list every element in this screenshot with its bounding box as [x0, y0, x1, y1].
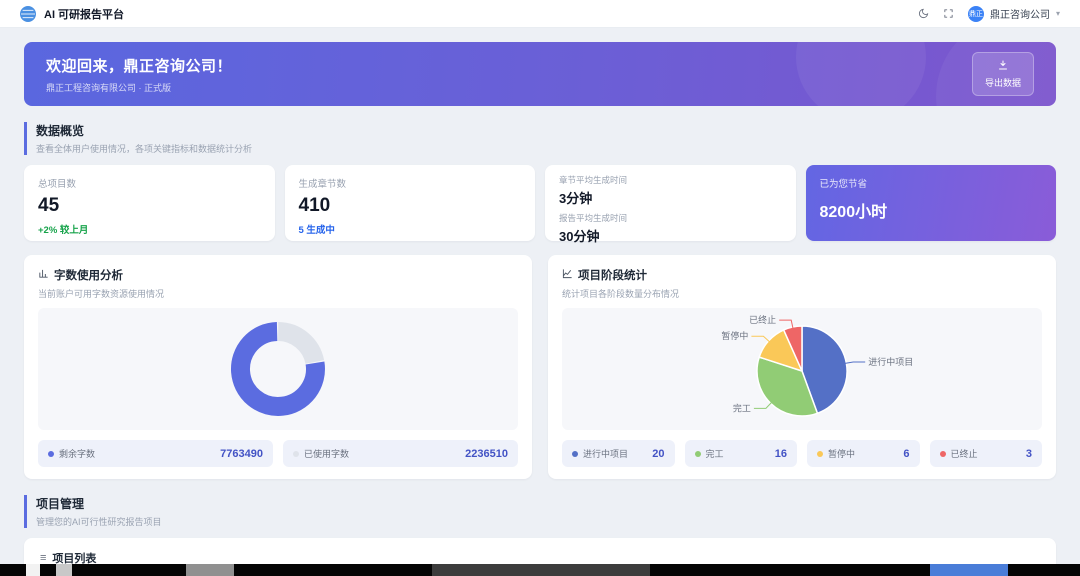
taskbar-item[interactable]: [56, 564, 72, 576]
legend-value: 20: [652, 447, 665, 460]
stat-card-generation-time: 章节平均生成时间 3分钟 报告平均生成时间 30分钟: [545, 165, 796, 244]
moon-icon[interactable]: [918, 8, 929, 19]
projects-title: 项目管理: [36, 497, 85, 511]
word-usage-title: 字数使用分析: [54, 270, 123, 282]
taskbar-item[interactable]: [26, 564, 40, 576]
taskbar: [0, 564, 1080, 576]
main-content: 欢迎回来，鼎正咨询公司！ 鼎正工程咨询有限公司 · 正式版 导出数据 数据概览 …: [0, 28, 1080, 576]
word-usage-card: 字数使用分析 当前账户可用字数资源使用情况 剩余字数 7763490 已使: [24, 255, 532, 479]
legend-dot: [572, 450, 578, 457]
project-list-title: 项目列表: [52, 553, 97, 565]
project-stage-title: 项目阶段统计: [578, 270, 647, 282]
trend-chart-icon: [562, 268, 573, 282]
legend-chip-remaining-words: 剩余字数 7763490: [38, 440, 273, 467]
project-stage-card: 项目阶段统计 统计项目各阶段数量分布情况 进行中项目 完工 暂停中 已终止 进行中项目…: [548, 255, 1056, 479]
svg-text:已终止: 已终止: [749, 314, 776, 325]
stat-label: 总项目数: [38, 179, 77, 190]
legend-dot: [694, 450, 701, 457]
stat-value: 3分钟: [559, 191, 593, 206]
welcome-banner: 欢迎回来，鼎正咨询公司！ 鼎正工程咨询有限公司 · 正式版 导出数据: [24, 42, 1056, 106]
legend-dot: [293, 450, 299, 457]
legend-value: 16: [774, 447, 787, 460]
stat-card-time-saved: 已为您节省 8200小时: [805, 165, 1056, 241]
word-usage-legend: 剩余字数 7763490 已使用字数 2236510: [38, 440, 518, 467]
welcome-subtitle: 鼎正工程咨询有限公司 · 正式版: [46, 82, 171, 93]
projects-section-header: 项目管理 管理您的AI可行性研究报告项目: [24, 495, 1056, 528]
download-icon: [997, 59, 1009, 73]
overview-title: 数据概览: [36, 124, 85, 138]
legend-chip-used-words: 已使用字数 2236510: [283, 440, 518, 467]
legend-value: 6: [903, 447, 910, 460]
stat-cards-row: 总项目数 45 +2% 较上月 生成章节数 410 5 生成中 章节平均生成时间…: [24, 165, 1056, 244]
stat-label: 报告平均生成时间: [559, 213, 628, 223]
export-data-button[interactable]: 导出数据: [971, 52, 1034, 96]
legend-value: 7763490: [220, 447, 263, 460]
pie-chart: 进行中项目完工 暂停中 已终止: [562, 308, 1042, 430]
stat-card-total-projects: 总项目数 45 +2% 较上月: [24, 165, 275, 241]
legend-label: 进行中项目: [583, 449, 629, 459]
app-title: AI 可研报告平台: [44, 8, 125, 21]
stat-value: 30分钟: [559, 229, 600, 244]
taskbar-item[interactable]: [432, 564, 650, 576]
bar-chart-icon: [38, 268, 49, 282]
projects-subtitle: 管理您的AI可行性研究报告项目: [36, 517, 162, 527]
charts-row: 字数使用分析 当前账户可用字数资源使用情况 剩余字数 7763490 已使: [24, 255, 1056, 479]
legend-label: 剩余字数: [59, 449, 96, 459]
stat-value: 45: [38, 195, 60, 216]
user-menu[interactable]: 鼎正 鼎正咨询公司 ▾: [967, 5, 1060, 22]
chevron-down-icon: ▾: [1055, 9, 1060, 18]
legend-chip-paused: 暂停中 6: [807, 440, 920, 467]
taskbar-item[interactable]: [930, 564, 1008, 576]
legend-dot: [48, 450, 54, 457]
stat-label: 已为您节省: [819, 179, 868, 190]
legend-value: 3: [1025, 447, 1032, 460]
stat-card-generated-chapters: 生成章节数 410 5 生成中: [284, 165, 535, 241]
donut-chart: [38, 308, 518, 430]
legend-label: 暂停中: [828, 449, 856, 459]
legend-value: 2236510: [465, 447, 508, 460]
legend-dot: [817, 450, 823, 457]
word-usage-subtitle: 当前账户可用字数资源使用情况: [38, 289, 165, 299]
svg-text:进行中项目: 进行中项目: [868, 356, 913, 367]
legend-label: 已使用字数: [304, 449, 350, 459]
overview-subtitle: 查看全体用户使用情况，各项关键指标和数据统计分析: [36, 144, 253, 154]
project-stage-subtitle: 统计项目各阶段数量分布情况: [562, 289, 680, 299]
overview-section-header: 数据概览 查看全体用户使用情况，各项关键指标和数据统计分析: [24, 122, 1056, 155]
taskbar-item[interactable]: [186, 564, 234, 576]
list-icon: ≡: [40, 552, 47, 564]
legend-chip-terminated: 已终止 3: [929, 440, 1042, 467]
avatar: 鼎正: [967, 5, 984, 22]
legend-chip-in-progress: 进行中项目 20: [562, 440, 675, 467]
logo-icon: [20, 5, 36, 22]
legend-chip-completed: 完工 16: [684, 440, 797, 467]
legend-dot: [939, 450, 946, 457]
stat-value: 8200小时: [819, 204, 888, 221]
legend-label: 完工: [705, 449, 724, 459]
stat-label: 章节平均生成时间: [559, 175, 628, 185]
export-data-label: 导出数据: [984, 78, 1021, 88]
stat-label: 生成章节数: [298, 179, 347, 190]
svg-text:暂停中: 暂停中: [721, 330, 748, 341]
top-navbar: AI 可研报告平台 鼎正 鼎正咨询公司 ▾: [0, 0, 1080, 28]
legend-label: 已终止: [950, 449, 978, 459]
username: 鼎正咨询公司: [989, 10, 1050, 21]
stat-trend: 5 生成中: [298, 225, 335, 236]
project-stage-legend: 进行中项目 20 完工 16 暂停中 6: [562, 440, 1042, 467]
svg-text:完工: 完工: [733, 402, 751, 413]
fullscreen-icon[interactable]: [943, 8, 954, 19]
welcome-title: 欢迎回来，鼎正咨询公司！: [46, 57, 233, 75]
stat-trend: +2% 较上月: [38, 225, 89, 236]
stat-value: 410: [298, 195, 331, 216]
